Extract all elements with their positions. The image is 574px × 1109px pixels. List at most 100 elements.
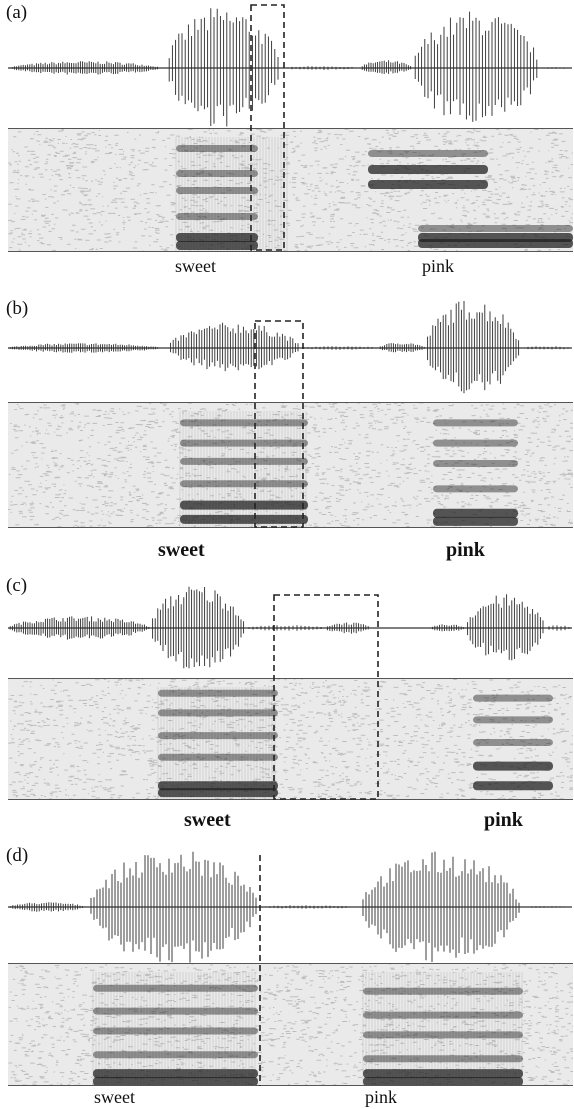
waveform-segment xyxy=(303,346,377,350)
formant-band xyxy=(158,732,278,740)
panel-d-boundary-line xyxy=(259,855,261,1086)
formant-band xyxy=(158,781,278,791)
waveform-segment xyxy=(9,902,86,912)
panel-c-spectrogram xyxy=(8,678,573,800)
formant-band xyxy=(93,1051,258,1059)
spectrogram-noise xyxy=(8,679,573,799)
formant-band xyxy=(176,187,258,194)
panel-d-word-sweet: sweet xyxy=(94,1087,135,1107)
formant-band xyxy=(158,753,278,761)
panel-b-spectrogram xyxy=(8,402,573,528)
panel-d-spectrogram-image xyxy=(8,964,573,1085)
waveform-segment xyxy=(90,851,257,963)
formant-band xyxy=(363,987,523,995)
formant-band xyxy=(180,514,308,524)
formant-band xyxy=(433,439,518,447)
panel-c-label: (c) xyxy=(6,575,28,596)
formant-band xyxy=(93,1077,258,1085)
formant-band xyxy=(433,508,518,518)
panel-b-selection-box xyxy=(254,320,304,528)
panel-d-word-pink: pink xyxy=(365,1087,398,1107)
panel-a-waveform xyxy=(8,8,572,127)
formant-band xyxy=(176,233,258,242)
panel-a-word-pink: pink xyxy=(422,256,455,276)
waveform-segment xyxy=(283,66,357,70)
panel-c-word-sweet: sweet xyxy=(184,809,231,831)
formant-band xyxy=(368,150,488,157)
formant-band xyxy=(158,788,278,798)
formant-band xyxy=(158,689,278,697)
panel-d-label: (d) xyxy=(6,845,29,866)
waveform-segment xyxy=(467,594,544,661)
waveform-segment xyxy=(523,346,569,350)
formant-band xyxy=(180,439,308,447)
spectrogram-noise xyxy=(8,964,573,1085)
panel-b-spectrogram-image xyxy=(8,403,573,527)
formant-band xyxy=(93,984,258,992)
formant-band xyxy=(363,1031,523,1039)
waveform-segment xyxy=(152,586,245,669)
waveform-segment xyxy=(362,851,520,962)
waveform-segment xyxy=(427,301,520,394)
formant-band xyxy=(473,761,553,771)
formant-band xyxy=(180,500,308,510)
panel-d-spectrogram xyxy=(8,963,573,1086)
formant-band xyxy=(363,1011,523,1019)
waveform-segment xyxy=(261,905,355,909)
panel-b: (b) sweet pink xyxy=(0,296,574,566)
formant-band xyxy=(176,213,258,220)
formant-band xyxy=(363,1069,523,1079)
panel-a-selection-box xyxy=(250,4,285,251)
panel-a-label: (a) xyxy=(6,2,28,23)
waveform-segment xyxy=(414,11,538,122)
formant-band xyxy=(418,239,573,248)
waveform-segment xyxy=(9,616,150,640)
formant-band xyxy=(433,419,518,427)
panel-d-waveform xyxy=(8,851,572,963)
formant-band xyxy=(158,709,278,717)
formant-band xyxy=(433,516,518,526)
formant-band xyxy=(180,457,308,465)
formant-band xyxy=(176,145,258,152)
formant-band xyxy=(433,459,518,467)
panel-b-label: (b) xyxy=(6,298,29,319)
panel-a-spectrogram xyxy=(8,128,573,252)
formant-band xyxy=(418,225,573,232)
formant-band xyxy=(473,716,553,724)
panel-a-word-sweet: sweet xyxy=(175,256,216,276)
waveform-segment xyxy=(168,8,279,127)
waveform-segment xyxy=(326,622,369,634)
panel-c: (c) sweet pink xyxy=(0,573,574,843)
panel-b-word-sweet: sweet xyxy=(158,539,205,561)
formant-band xyxy=(368,165,488,174)
spectrogram-noise xyxy=(8,403,573,527)
panel-b-word-pink: pink xyxy=(446,539,485,561)
formant-band xyxy=(93,1007,258,1015)
waveform-segment xyxy=(361,60,412,74)
formant-band xyxy=(363,1055,523,1063)
waveform-segment xyxy=(543,67,569,69)
panel-a: (a) sweet pink xyxy=(0,0,574,276)
formant-band xyxy=(176,241,258,250)
panel-b-waveform xyxy=(8,301,572,394)
waveform-segment xyxy=(431,624,465,632)
panel-c-selection-box xyxy=(273,594,379,800)
waveform-segment xyxy=(170,322,299,372)
formant-band xyxy=(473,738,553,746)
waveform-segment xyxy=(523,906,569,908)
waveform-segment xyxy=(248,625,322,631)
panel-a-spectrogram-image xyxy=(8,129,573,251)
formant-band xyxy=(433,485,518,493)
formant-band xyxy=(180,480,308,488)
formant-band xyxy=(363,1077,523,1085)
formant-band xyxy=(473,781,553,791)
waveform-segment xyxy=(379,343,425,353)
waveform-segment xyxy=(548,625,570,631)
panel-c-spectrogram-image xyxy=(8,679,573,799)
panel-c-word-pink: pink xyxy=(484,809,523,831)
formant-band xyxy=(473,694,553,702)
formant-band xyxy=(176,170,258,177)
panel-c-waveform xyxy=(8,586,572,669)
waveform-segment xyxy=(11,61,161,75)
formant-band xyxy=(93,1027,258,1035)
